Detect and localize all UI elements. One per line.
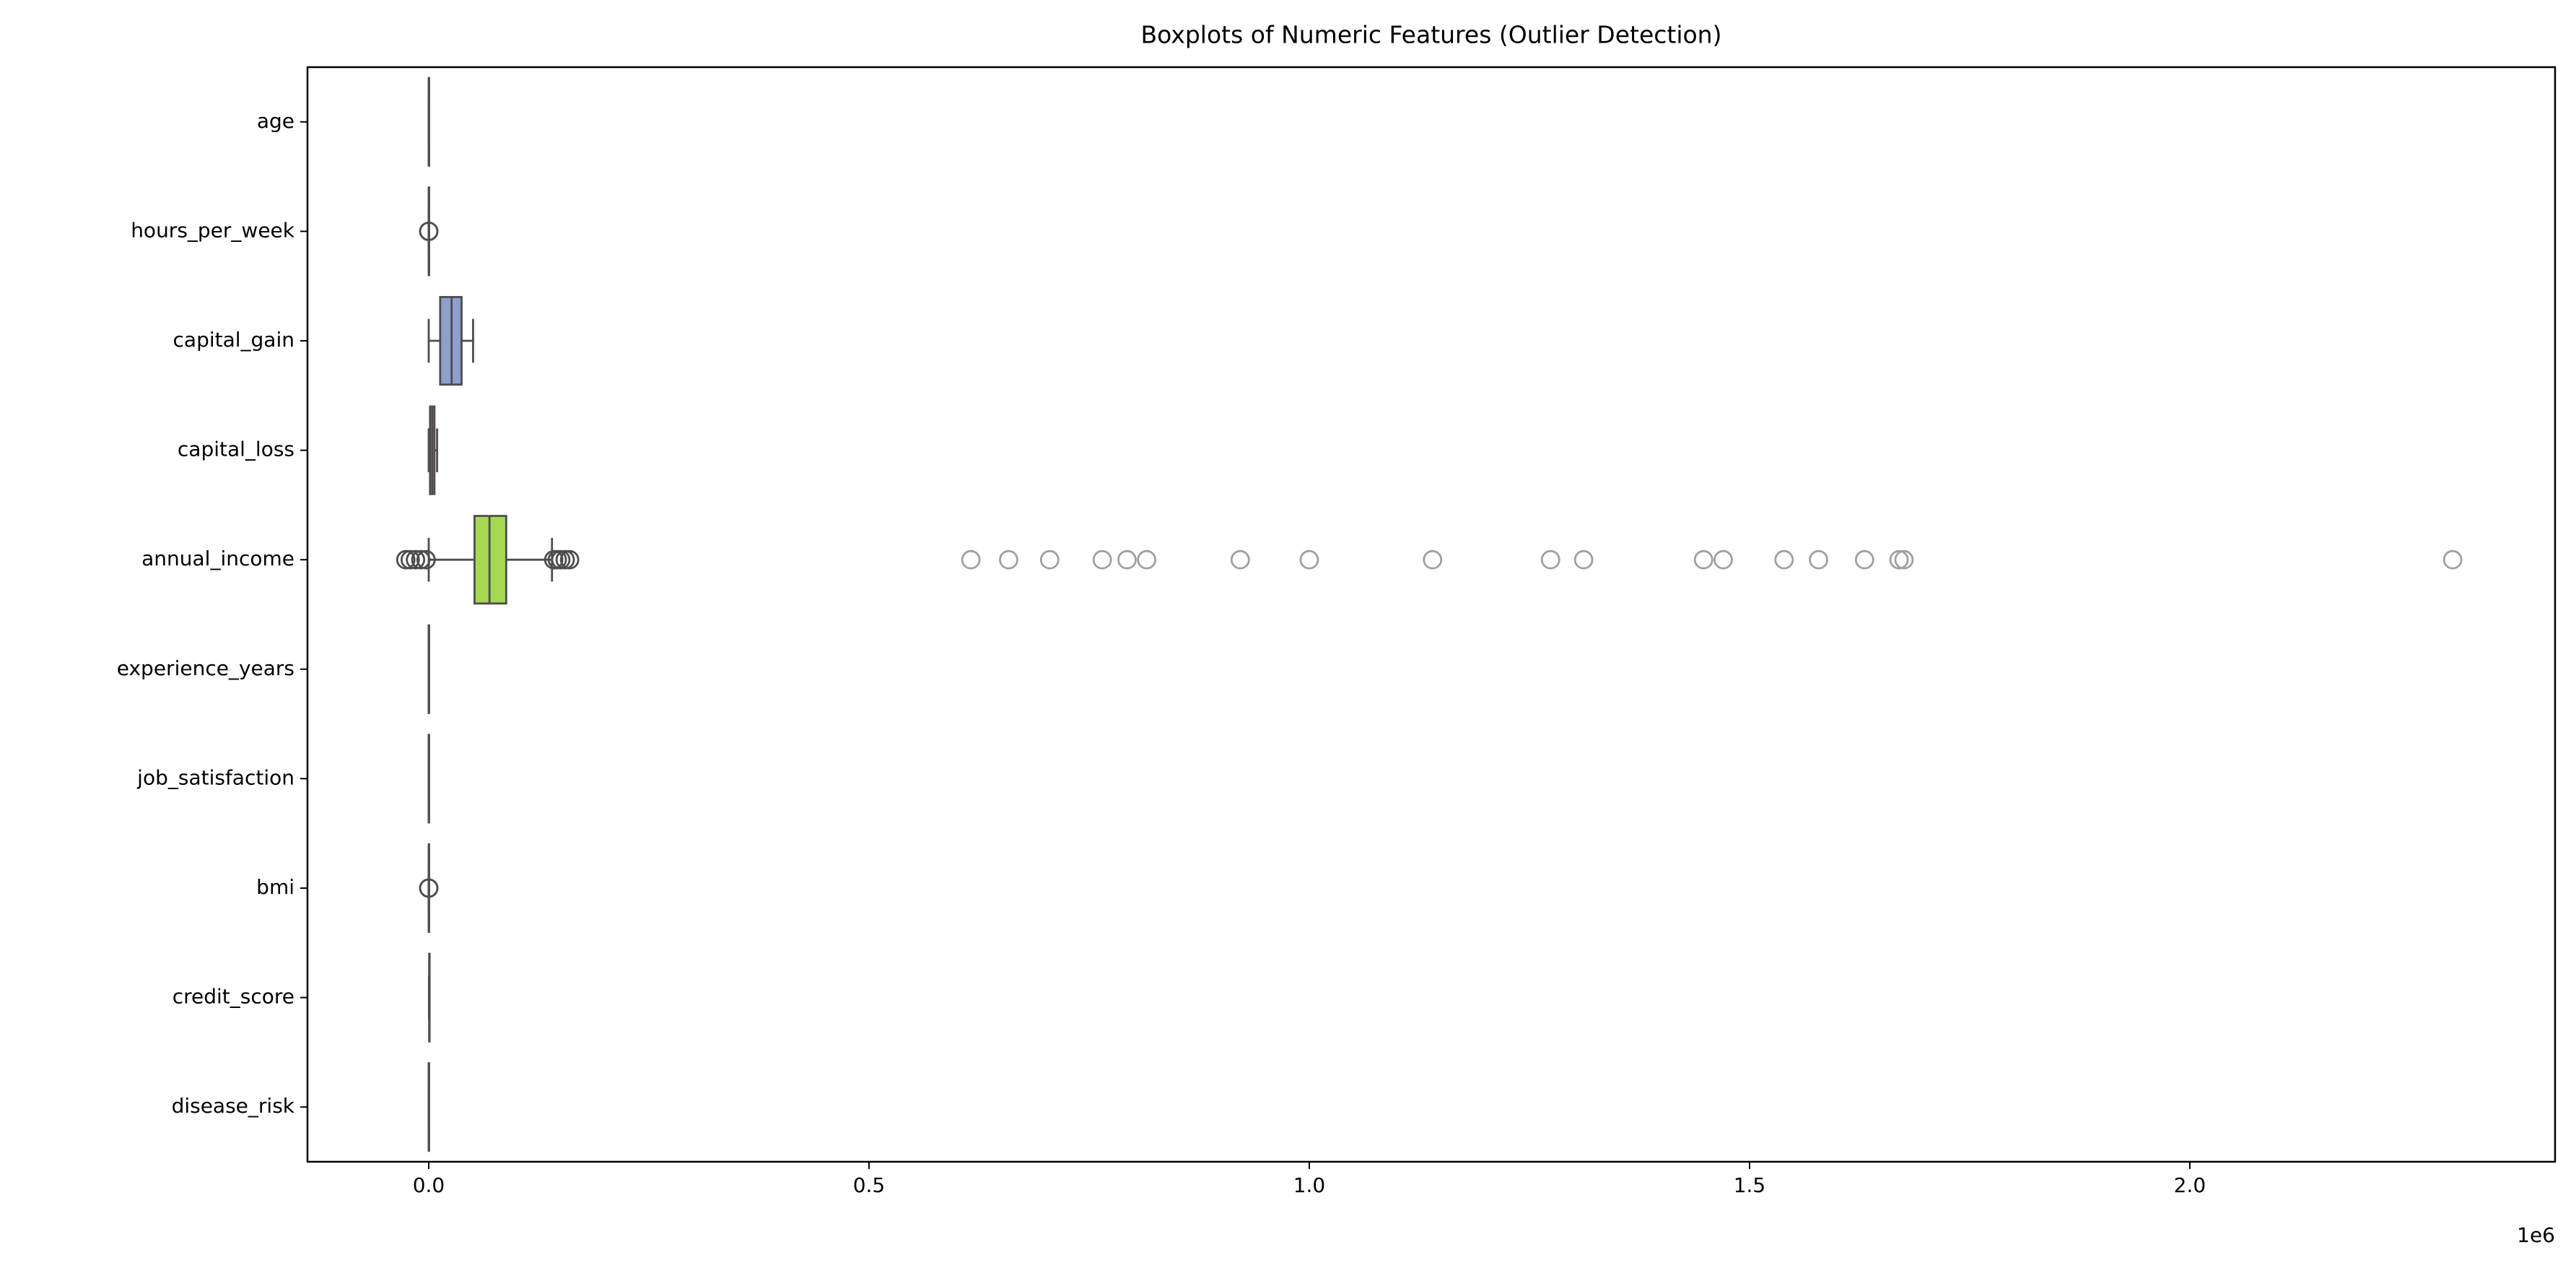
outlier [416,549,436,570]
y-tick-label: disease_risk [172,1094,295,1118]
y-tick-label: capital_gain [173,328,294,352]
outlier [1894,549,1914,570]
y-tick-label: job_satisfaction [136,765,294,789]
outlier [1137,549,1157,570]
outlier [559,549,580,570]
y-tick-label: age [257,109,294,133]
outlier [551,549,571,570]
outlier [1573,549,1594,570]
x-tick-label: 0.0 [413,1173,445,1197]
outlier [1693,549,1713,570]
x-tick-label: 1.0 [1293,1173,1326,1197]
outlier [400,549,420,570]
outlier [406,549,426,570]
x-tick-label: 2.0 [2174,1173,2206,1197]
chart-title: Boxplots of Numeric Features (Outlier De… [1141,21,1722,49]
outlier [961,549,981,570]
outlier [1117,549,1137,570]
plot-frame [306,66,2557,1163]
outlier [1092,549,1112,570]
outlier [1540,549,1560,570]
y-tick-label: hours_per_week [131,218,295,242]
outlier [1889,549,1909,570]
y-tick-label: capital_loss [178,438,294,461]
outlier [1039,549,1060,570]
y-tick-label: bmi [256,875,294,899]
y-tick-label: experience_years [117,656,294,680]
x-tick-label: 0.5 [853,1173,886,1197]
outlier [555,549,575,570]
outlier [419,878,439,898]
x-offset-label: 1e6 [2517,1223,2555,1247]
outlier [1774,549,1794,570]
outlier [419,221,439,241]
outlier [1809,549,1829,570]
outlier [999,549,1018,570]
outlier [396,549,416,570]
outlier [1423,549,1443,570]
y-tick-label: credit_score [173,985,294,1009]
outlier [1854,549,1874,570]
x-tick-label: 1.5 [1734,1173,1766,1197]
outlier [1713,549,1733,570]
outlier [1230,549,1250,570]
y-tick-label: annual_income [141,547,294,570]
outlier [2442,549,2463,570]
outlier [1299,549,1319,570]
outlier [411,549,431,570]
